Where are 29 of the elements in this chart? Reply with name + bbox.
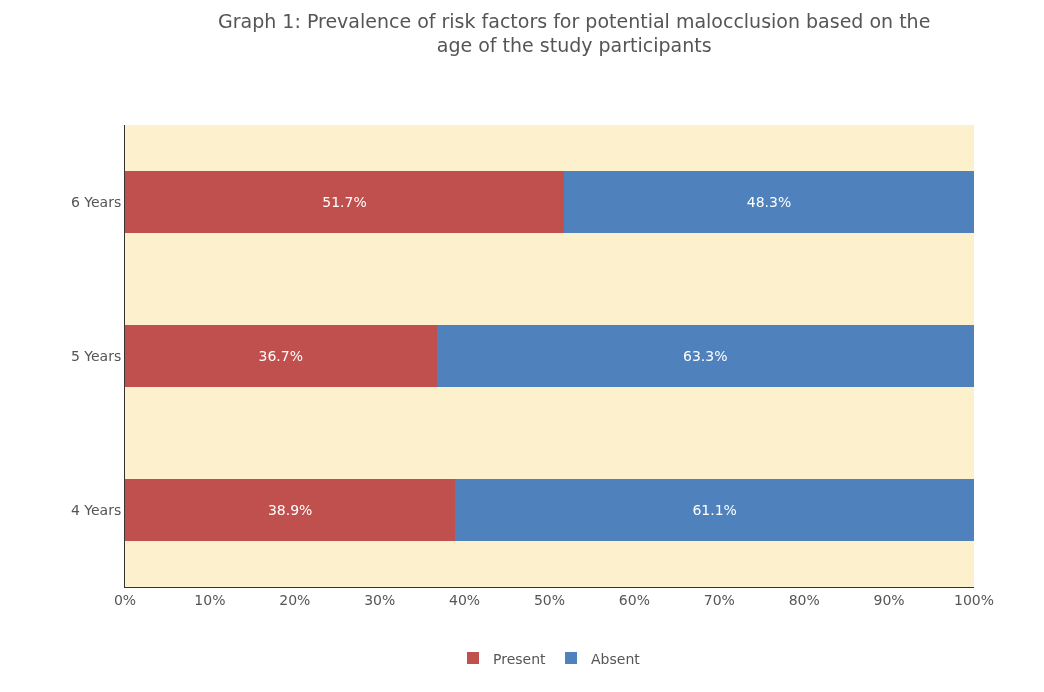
bar xyxy=(436,325,974,387)
y-tick-label: 5 Years xyxy=(70,347,122,364)
x-tick-label: 20% xyxy=(279,591,311,608)
x-tick-label: 100% xyxy=(953,591,995,608)
y-tick-label: 4 Years xyxy=(70,501,122,518)
x-tick-label: 30% xyxy=(364,591,396,608)
chart-title: Graph 1: Prevalence of risk factors for potential malocclusion based on the age of the study participants xyxy=(218,9,931,57)
x-tick-label: 50% xyxy=(533,591,566,608)
x-tick-label: 60% xyxy=(618,591,650,608)
data-label: 63.3% xyxy=(683,348,728,364)
x-tick-label: 10% xyxy=(194,591,226,608)
bar xyxy=(455,479,974,541)
legend-label: Absent xyxy=(591,650,641,667)
bar xyxy=(125,479,456,541)
bar xyxy=(563,171,974,233)
legend-label: Present xyxy=(493,650,547,667)
data-label: 51.7% xyxy=(322,194,367,210)
x-tick-label: 0% xyxy=(113,591,137,608)
data-label: 48.3% xyxy=(746,194,792,210)
data-label: 38.9% xyxy=(267,502,313,518)
y-tick-label: 6 Years xyxy=(70,193,122,210)
x-tick-label: 40% xyxy=(449,591,481,608)
x-tick-label: 80% xyxy=(788,591,820,608)
x-tick-label: 70% xyxy=(703,591,735,608)
bar xyxy=(125,325,437,387)
data-label: 61.1% xyxy=(692,502,737,518)
bar xyxy=(125,171,564,233)
x-tick-label: 90% xyxy=(873,591,905,608)
data-label: 36.7% xyxy=(258,348,304,364)
